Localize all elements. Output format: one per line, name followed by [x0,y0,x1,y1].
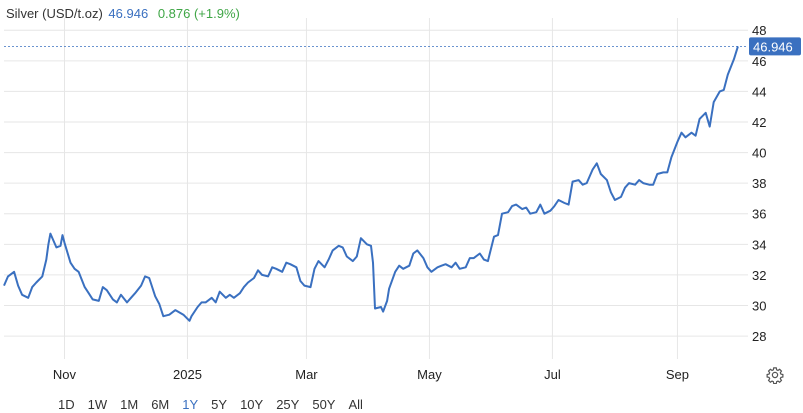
range-selector: 1D 1W 1M 6M 1Y 5Y 10Y 25Y 50Y All [58,396,376,413]
range-1w-button[interactable]: 1W [87,397,108,412]
y-tick-label: 44 [752,84,766,99]
range-1m-button[interactable]: 1M [120,397,139,412]
y-tick-label: 38 [752,176,766,191]
gear-icon[interactable] [766,366,784,384]
x-tick-label: 2025 [173,367,202,382]
range-25y-button[interactable]: 25Y [276,397,300,412]
range-5y-button[interactable]: 5Y [211,397,228,412]
current-price: 46.946 [108,6,149,21]
chart-gridlines [4,18,748,359]
range-10y-button[interactable]: 10Y [240,397,264,412]
series-line-silver [3,46,739,322]
last-price-label: 46.946 [749,37,801,56]
range-6m-button[interactable]: 6M [151,397,170,412]
y-tick-label: 34 [752,237,766,252]
x-tick-label: May [417,367,442,382]
last-price-label-bg [749,37,801,56]
y-tick-label: 30 [752,298,766,313]
range-50y-button[interactable]: 50Y [312,397,336,412]
range-all-button[interactable]: All [348,397,363,412]
y-tick-label: 36 [752,207,766,222]
x-tick-label: Jul [544,367,561,382]
price-change: 0.876 (+1.9%) [157,6,240,21]
y-tick-label: 46 [752,54,766,69]
y-axis-tick-labels: 28 30 32 34 36 38 40 42 44 46 48 [752,23,766,344]
y-tick-label: 32 [752,268,766,283]
y-tick-label: 40 [752,146,766,161]
x-tick-label: Mar [295,367,318,382]
y-tick-label: 48 [752,23,766,38]
instrument-name: Silver (USD/t.oz) [6,6,103,21]
x-tick-label: Nov [53,367,77,382]
x-axis-tick-labels: Nov 2025 Mar May Jul Sep [53,367,689,382]
y-tick-label: 28 [752,329,766,344]
last-price-label-text: 46.946 [753,39,793,54]
chart-header: Silver (USD/t.oz) 46.946 0.876 (+1.9%) [6,6,240,21]
range-1d-button[interactable]: 1D [58,397,75,412]
y-tick-label: 42 [752,115,766,130]
range-1y-button[interactable]: 1Y [182,397,199,412]
x-tick-label: Sep [666,367,689,382]
